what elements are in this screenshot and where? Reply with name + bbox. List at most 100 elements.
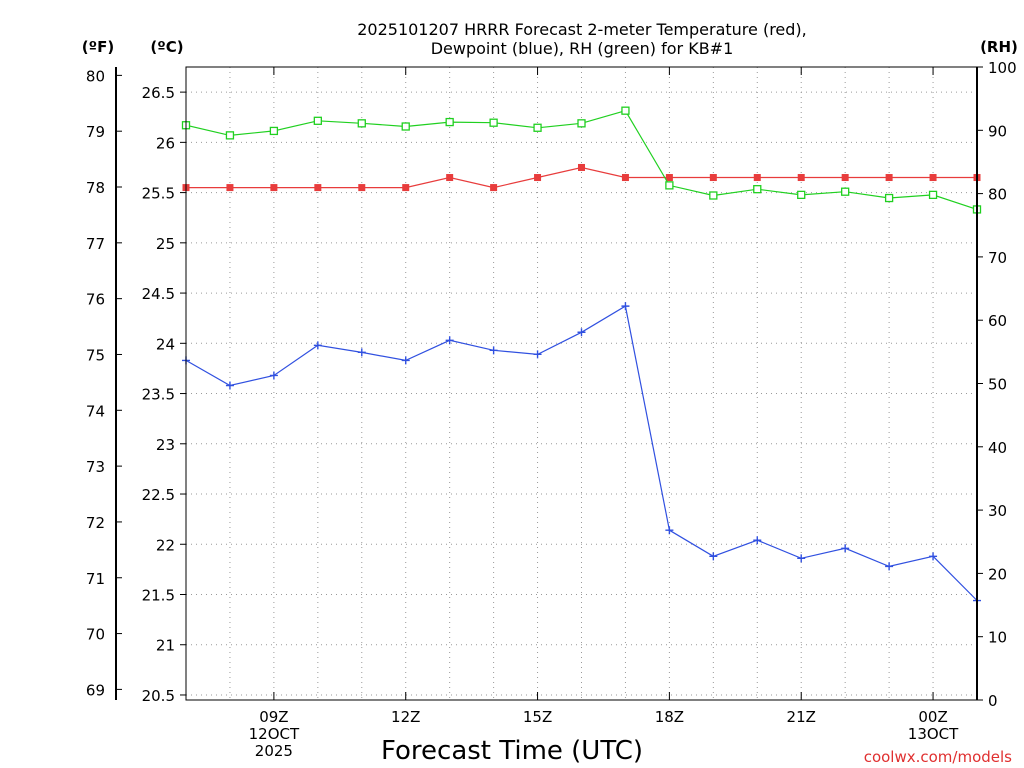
temperature-point [709, 174, 717, 182]
fahrenheit-tick-label: 75 [86, 346, 105, 364]
celsius-tick-label: 23 [156, 436, 175, 454]
dewpoint-point [929, 552, 938, 561]
temperature-point [270, 184, 278, 192]
x-tick-label: 2025 [255, 742, 293, 760]
celsius-tick-label: 25 [156, 235, 175, 253]
fahrenheit-tick-label: 70 [86, 626, 105, 644]
dewpoint-point [489, 346, 498, 355]
temperature-point [753, 174, 761, 182]
axes: 20.5 21 21.5 22 22.5 23 23.5 24 24.5 25 25.5 26 26.5… [86, 59, 1017, 760]
x-tick-label: 15Z [523, 708, 552, 726]
celsius-tick-label: 26.5 [142, 84, 175, 102]
fahrenheit-tick-label: 76 [86, 291, 105, 309]
temperature-point [314, 184, 322, 192]
rh-point [928, 190, 938, 200]
rh-point [665, 181, 674, 190]
fahrenheit-tick-label: 73 [86, 458, 105, 476]
dewpoint-point [665, 526, 674, 535]
x-tick-label: 12OCT [249, 725, 300, 743]
dewpoint-point [621, 302, 630, 311]
rh-tick-label: 70 [988, 249, 1007, 267]
dewpoint-point [533, 350, 542, 359]
celsius-tick-label: 23.5 [142, 386, 175, 404]
celsius-tick-label: 25.5 [142, 185, 175, 203]
rh-tick-label: 50 [988, 376, 1007, 394]
temperature-point [665, 174, 673, 182]
fahrenheit-unit-label: (ºF) [82, 38, 114, 56]
rh-point [401, 122, 410, 131]
rh-point [841, 187, 850, 196]
rh-point [533, 123, 542, 132]
dewpoint-point [357, 348, 366, 357]
rh-point [577, 119, 586, 128]
dewpoint-point [401, 356, 410, 365]
celsius-tick-label: 24.5 [142, 285, 175, 303]
temperature-point [797, 174, 805, 182]
temperature-point [841, 174, 849, 182]
rh-tick-label: 100 [988, 59, 1017, 77]
x-tick-label: 09Z [259, 708, 288, 726]
celsius-unit-label: (ºC) [150, 38, 183, 56]
rh-tick-label: 60 [988, 312, 1007, 330]
fahrenheit-tick-label: 78 [86, 179, 105, 197]
celsius-tick-label: 20.5 [142, 687, 175, 705]
temperature-point [885, 174, 893, 182]
rh-point [445, 117, 454, 127]
temperature-point [929, 174, 937, 182]
rh-point [884, 193, 894, 203]
x-tick-label: 21Z [787, 708, 816, 726]
celsius-tick-label: 21 [156, 637, 175, 655]
plot-frame [185, 66, 978, 701]
rh-point [489, 118, 498, 127]
fahrenheit-tick-label: 69 [86, 681, 105, 699]
rh-point [357, 119, 366, 128]
dewpoint-point [445, 336, 454, 345]
rh-point [709, 191, 718, 200]
temperature-point [402, 184, 410, 192]
credit-text: coolwx.com/models [864, 748, 1012, 766]
rh-tick-label: 80 [988, 186, 1007, 204]
dewpoint-point [225, 381, 234, 390]
rh-point [797, 190, 806, 200]
dewpoint-point [709, 552, 718, 561]
fahrenheit-tick-label: 72 [86, 514, 105, 532]
chart-title-line-2: Dewpoint (blue), RH (green) for KB#1 [431, 39, 734, 58]
rh-point [269, 126, 279, 136]
fahrenheit-tick-label: 71 [86, 570, 105, 588]
dewpoint-line [185, 305, 978, 601]
temperature-point [490, 184, 498, 192]
dewpoint-point [841, 544, 850, 553]
dewpoint-point [797, 554, 806, 563]
rh-point [313, 116, 322, 125]
dewpoint-point [269, 371, 278, 380]
rh-unit-label: (RH) [980, 38, 1018, 56]
x-tick-label: 12Z [391, 708, 420, 726]
rh-tick-label: 30 [988, 502, 1007, 520]
gridlines [186, 67, 977, 700]
temperature-point [534, 174, 542, 182]
temperature-point [226, 184, 234, 192]
temperature-point [578, 163, 585, 171]
celsius-tick-label: 26 [156, 134, 175, 152]
fahrenheit-tick-label: 77 [86, 235, 105, 253]
series-layer [181, 106, 982, 605]
rh-tick-label: 0 [988, 692, 998, 710]
x-tick-label: 18Z [655, 708, 684, 726]
rh-tick-label: 10 [988, 629, 1007, 647]
rh-tick-label: 20 [988, 565, 1007, 583]
temperature-point [621, 174, 629, 182]
celsius-tick-label: 21.5 [142, 587, 175, 605]
rh-tick-label: 90 [988, 122, 1007, 140]
chart-title-line-1: 2025101207 HRRR Forecast 2-meter Tempera… [357, 20, 807, 39]
fahrenheit-tick-label: 80 [86, 67, 105, 85]
celsius-tick-label: 24 [156, 335, 175, 353]
fahrenheit-tick-label: 74 [86, 402, 105, 420]
x-tick-label: 13OCT [908, 725, 959, 743]
temperature-point [358, 184, 366, 192]
celsius-tick-label: 22 [156, 536, 175, 554]
dewpoint-point [885, 562, 894, 571]
temperature-point [446, 174, 454, 182]
celsius-tick-label: 22.5 [142, 486, 175, 504]
dewpoint-point [313, 341, 322, 350]
